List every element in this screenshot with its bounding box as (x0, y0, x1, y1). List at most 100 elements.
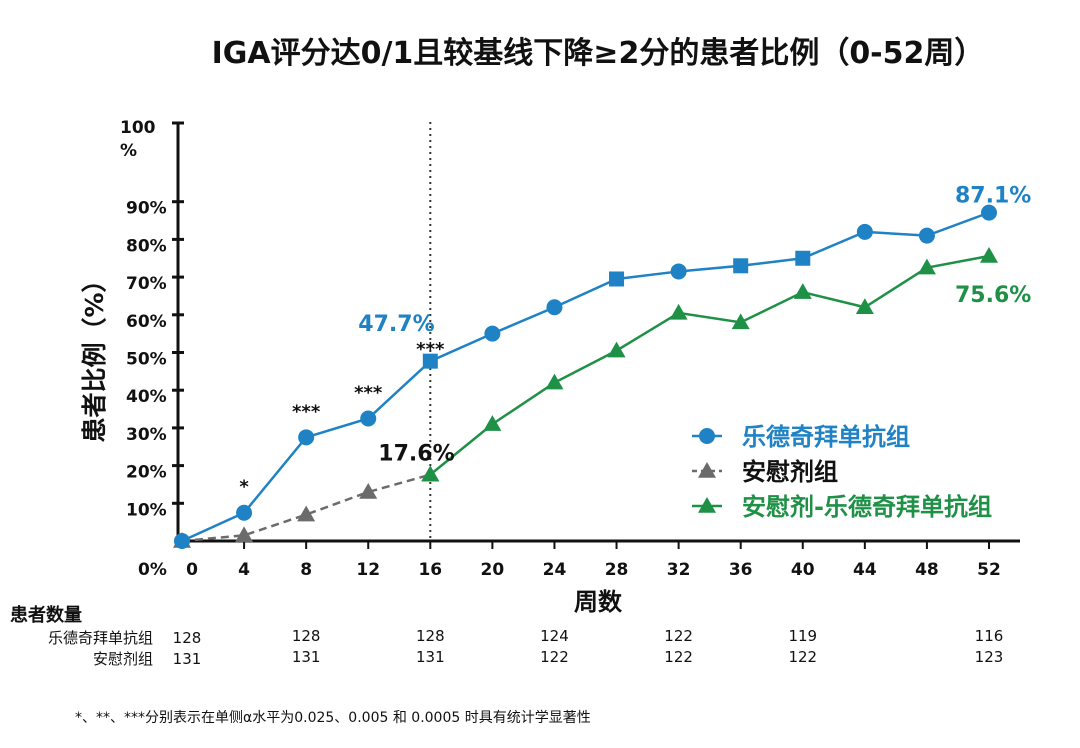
legend-item-1: 乐德奇拜单抗组 (692, 423, 910, 451)
patients-count: 123 (975, 648, 1004, 666)
x-tick-label: 36 (729, 560, 753, 580)
footnote: *、**、***分别表示在单侧α水平为0.025、0.005 和 0.0005 … (75, 710, 591, 726)
data-point-triangle (359, 482, 378, 499)
x-tick-label: 4 (238, 560, 250, 580)
patients-count: 131 (416, 648, 445, 666)
x-tick-label: 16 (418, 560, 442, 580)
series-line (429, 254, 990, 476)
data-point-triangle (793, 283, 812, 299)
series-markers-2 (173, 465, 440, 548)
patients-count: 116 (975, 627, 1004, 645)
value-annotation: 17.6% (378, 442, 454, 467)
patients-row-label: 乐德奇拜单抗组 (48, 629, 153, 647)
data-point-triangle (297, 505, 316, 522)
x-tick-label: 40 (791, 560, 815, 580)
x-tick-label: 8 (300, 560, 312, 580)
data-point-circle (670, 263, 687, 280)
patients-row-label: 安慰剂组 (93, 650, 153, 668)
data-point-circle (360, 410, 377, 427)
patients-count: 122 (664, 627, 693, 645)
series-markers-1 (174, 204, 997, 549)
x-tick-label: 24 (543, 560, 567, 580)
series-1 (181, 211, 990, 543)
y-axis-title: 患者比例（%） (80, 267, 109, 442)
data-point-triangle (917, 258, 936, 275)
x-tick-label: 44 (853, 560, 877, 580)
y-tick-label: 100 (120, 118, 156, 138)
y-tick-label: 20% (126, 463, 167, 483)
x-tick-label: 28 (605, 560, 629, 580)
legend-label: 乐德奇拜单抗组 (742, 423, 910, 451)
data-point-circle (918, 227, 935, 244)
data-point-triangle (235, 526, 254, 543)
data-point-triangle (980, 246, 998, 263)
x-tick-label: 32 (667, 560, 691, 580)
x-tick-label: 52 (977, 560, 1001, 580)
data-point-triangle (421, 465, 440, 482)
patients-count: 124 (540, 627, 569, 645)
data-point-circle (484, 325, 501, 342)
patients-title: 患者数量 (10, 604, 82, 626)
significance-stars: * (239, 477, 249, 498)
y-tick-label: % (120, 141, 137, 161)
patient-count-table: 患者数量 乐德奇拜单抗组 128 128 128 124 122 119 116 安慰剂组 131… (10, 604, 1003, 668)
y-tick-label: 30% (126, 425, 167, 445)
data-point-circle (174, 533, 190, 549)
y-tick-label: 90% (126, 199, 167, 219)
significance-stars: *** (416, 339, 445, 360)
data-point-triangle (545, 373, 564, 390)
significance-stars: *** (354, 382, 383, 403)
series-layer (173, 204, 998, 549)
series-2 (181, 473, 431, 543)
x-tick-label: 20 (481, 560, 505, 580)
y-tick-label: 70% (126, 274, 167, 294)
y-tick-label: 80% (126, 236, 167, 256)
x-tick-label: 0 (186, 560, 198, 580)
value-annotation: 75.6% (955, 283, 1031, 308)
series-markers-3 (421, 246, 998, 482)
axes: 0%10%20%30%40%50%60%70%80%90%100%0 4 8 12 16… (120, 118, 1020, 580)
significance-stars: *** (292, 401, 321, 422)
data-point-triangle (731, 313, 750, 330)
legend-item-2: 安慰剂组 (692, 458, 838, 486)
data-point-circle (236, 504, 253, 521)
data-point-triangle (698, 462, 716, 478)
patients-count: 128 (173, 629, 202, 647)
series-3 (429, 254, 990, 476)
y-tick-label: 0% (138, 560, 167, 580)
series-line (181, 473, 431, 543)
patients-count: 119 (788, 627, 817, 645)
x-tick-label: 48 (915, 560, 939, 580)
legend-label: 安慰剂-乐德奇拜单抗组 (742, 493, 992, 521)
y-tick-label: 60% (126, 312, 167, 332)
data-point-triangle (607, 341, 626, 358)
data-point-triangle (855, 298, 874, 315)
data-point-circle (856, 223, 873, 240)
patients-count: 122 (788, 648, 817, 666)
patients-count: 128 (416, 627, 445, 645)
patients-count: 128 (292, 627, 321, 645)
y-tick-label: 40% (126, 387, 167, 407)
data-point-circle (699, 428, 715, 444)
patients-count: 122 (540, 648, 569, 666)
data-point-circle (546, 299, 563, 316)
legend-item-3: 安慰剂-乐德奇拜单抗组 (692, 493, 992, 521)
data-point-square (733, 258, 749, 274)
value-annotation: 47.7% (358, 312, 434, 337)
chart-title: IGA评分达0/1且较基线下降≥2分的患者比例（0-52周） (212, 36, 985, 71)
patients-count: 122 (664, 648, 693, 666)
data-point-triangle (698, 497, 716, 513)
x-tick-label: 12 (356, 560, 380, 580)
series-line (181, 211, 990, 543)
data-point-circle (298, 429, 315, 446)
data-point-triangle (669, 303, 688, 320)
patients-count: 131 (292, 648, 321, 666)
data-point-square (795, 250, 811, 266)
legend-label: 安慰剂组 (742, 458, 838, 486)
data-point-square (422, 353, 438, 369)
data-point-triangle (483, 415, 502, 431)
x-axis-title: 周数 (574, 588, 623, 616)
y-tick-label: 10% (126, 500, 167, 520)
